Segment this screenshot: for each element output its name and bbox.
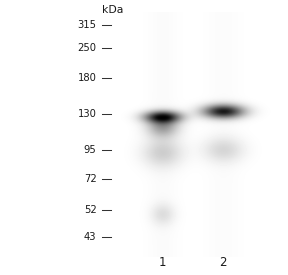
Text: 315: 315	[77, 20, 96, 30]
Text: 2: 2	[219, 256, 227, 269]
Text: 43: 43	[84, 232, 96, 242]
Bar	[0, 0, 112, 275]
Text: kDa: kDa	[102, 6, 124, 15]
Text: 95: 95	[84, 145, 96, 155]
Text: 1: 1	[159, 256, 166, 269]
Text: 180: 180	[77, 73, 96, 83]
Text: 52: 52	[84, 205, 96, 215]
Text: 250: 250	[77, 43, 96, 53]
Text: 130: 130	[77, 109, 96, 119]
Text: 72: 72	[84, 174, 96, 184]
